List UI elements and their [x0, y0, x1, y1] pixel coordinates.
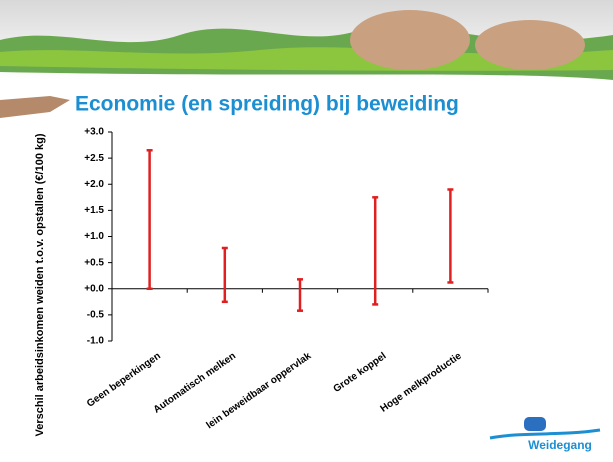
y-tick-label: +1.5	[84, 205, 104, 216]
range-bar	[447, 188, 454, 284]
range-bar	[221, 246, 228, 304]
range-bar	[146, 149, 153, 290]
x-tick-label: Hoge melkproductie	[379, 350, 464, 414]
y-tick-label: +1.0	[84, 231, 104, 242]
x-tick-label: Geen beperkingen	[85, 351, 163, 410]
logo-swoosh	[489, 428, 601, 440]
y-tick-label: -0.5	[87, 310, 105, 321]
pointing-hand	[0, 96, 70, 118]
y-tick-label: +3.0	[84, 127, 104, 138]
y-tick-label: +0.5	[84, 257, 104, 268]
x-tick-label: Automatisch melken	[152, 351, 238, 416]
range-bar	[297, 278, 303, 312]
hands	[475, 20, 585, 70]
chart-title: Economie (en spreiding) bij beweiding	[75, 93, 459, 116]
y-tick-label: +2.0	[84, 179, 104, 190]
y-tick-label: +2.5	[84, 153, 104, 164]
logo-text: Weidegang	[528, 438, 592, 452]
y-tick-label: +0.0	[84, 283, 104, 294]
logo-cow	[524, 417, 546, 431]
x-tick-label: Grote koppel	[332, 350, 389, 395]
y-tick-label: -1.0	[87, 336, 105, 347]
y-axis-label: Verschil arbeidsinkomen weiden t.o.v. op…	[34, 133, 46, 436]
range-bar	[372, 196, 379, 306]
logo: Weidegang	[489, 417, 601, 452]
hands	[350, 10, 470, 70]
